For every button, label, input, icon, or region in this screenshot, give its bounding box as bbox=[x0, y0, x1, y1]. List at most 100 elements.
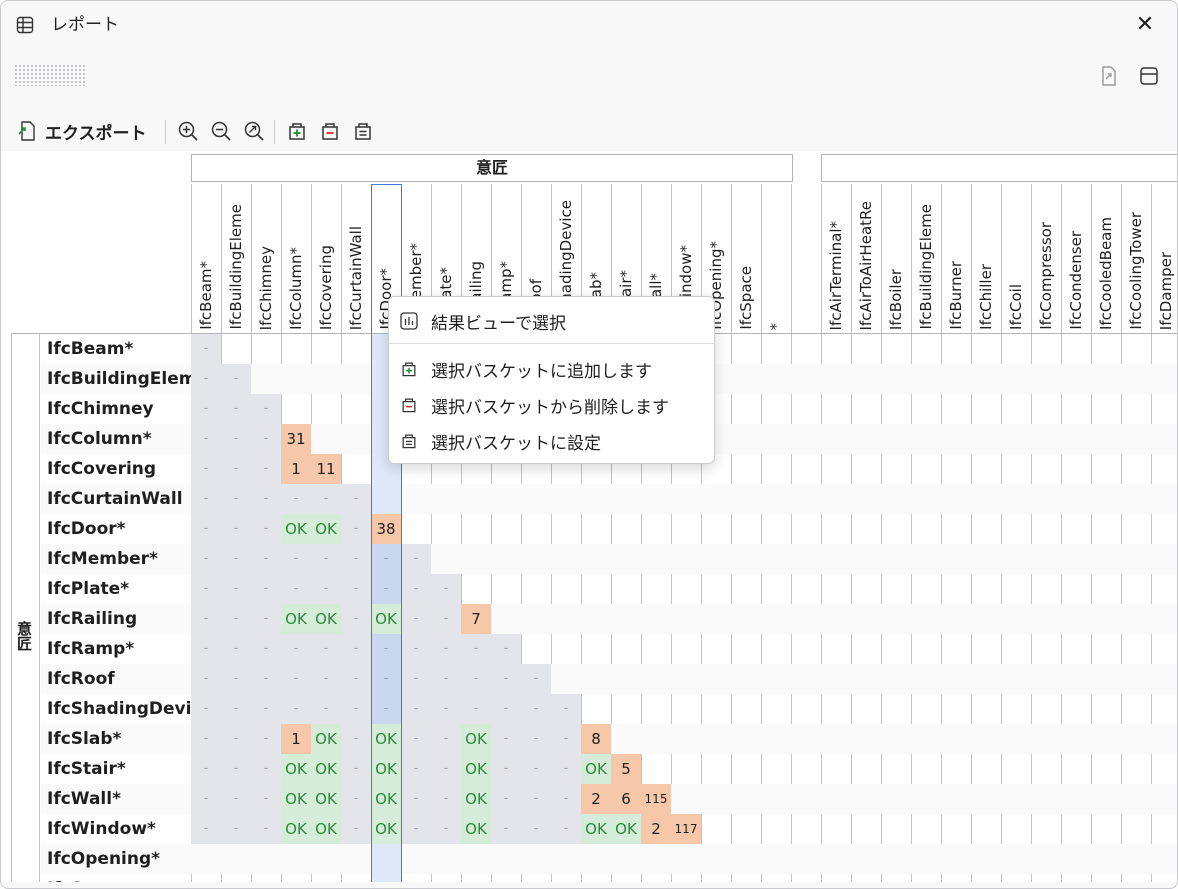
layout-icon[interactable] bbox=[1137, 64, 1161, 88]
matrix-cell[interactable]: 117 bbox=[671, 814, 701, 844]
matrix-cell[interactable]: - bbox=[491, 754, 521, 784]
matrix-cell[interactable]: - bbox=[221, 364, 251, 394]
row-header[interactable]: IfcWindow* bbox=[47, 819, 156, 839]
matrix-cell[interactable]: 2 bbox=[641, 814, 671, 844]
column-header[interactable]: IfcChimney bbox=[257, 245, 275, 330]
table-row[interactable]: IfcBeam* - bbox=[41, 334, 1177, 364]
menu-item-select-in-result-view[interactable]: 結果ビューで選択 bbox=[399, 304, 566, 338]
column-header[interactable]: * bbox=[767, 322, 785, 331]
table-row[interactable]: IfcSlab* - - -1 OK - OK - - OK - - -8 bbox=[41, 724, 1177, 754]
matrix-cell[interactable]: - bbox=[311, 694, 341, 724]
table-row[interactable]: IfcDoor* - - - OK OK -38 bbox=[41, 514, 1177, 544]
matrix-cell[interactable]: - bbox=[401, 754, 431, 784]
matrix-cell[interactable]: OK bbox=[371, 724, 401, 754]
row-header[interactable]: IfcCurtainWall bbox=[47, 489, 183, 509]
matrix-cell[interactable]: - bbox=[191, 424, 221, 454]
column-header[interactable]: IfcCooledBeam bbox=[1097, 216, 1115, 330]
export-doc-icon[interactable] bbox=[1097, 64, 1121, 88]
matrix-cell[interactable]: - bbox=[251, 544, 281, 574]
matrix-cell[interactable]: - bbox=[251, 454, 281, 484]
matrix-cell[interactable] bbox=[371, 874, 401, 882]
matrix-cell[interactable]: - bbox=[281, 634, 311, 664]
matrix-cell[interactable]: - bbox=[371, 694, 401, 724]
zoom-in-icon[interactable] bbox=[176, 119, 200, 143]
row-header[interactable]: IfcWall* bbox=[47, 789, 121, 809]
matrix-cell[interactable]: - bbox=[251, 724, 281, 754]
matrix-cell[interactable]: OK bbox=[371, 604, 401, 634]
matrix-cell[interactable]: - bbox=[341, 634, 371, 664]
matrix-cell[interactable]: - bbox=[431, 814, 461, 844]
matrix-cell[interactable]: 115 bbox=[641, 784, 671, 814]
matrix-cell[interactable]: - bbox=[251, 634, 281, 664]
matrix-cell[interactable]: 7 bbox=[461, 604, 491, 634]
export-button[interactable]: エクスポート bbox=[17, 119, 147, 144]
matrix-cell[interactable]: - bbox=[461, 694, 491, 724]
matrix-cell[interactable]: - bbox=[221, 574, 251, 604]
matrix-cell[interactable]: 5 bbox=[611, 754, 641, 784]
matrix-cell[interactable]: - bbox=[281, 544, 311, 574]
matrix-cell[interactable]: OK bbox=[461, 754, 491, 784]
row-header[interactable]: IfcMember* bbox=[47, 549, 158, 569]
row-header[interactable]: IfcPlate* bbox=[47, 579, 130, 599]
column-header[interactable]: IfcSpace bbox=[737, 266, 755, 330]
matrix-cell[interactable]: 1 bbox=[281, 724, 311, 754]
matrix-cell[interactable]: - bbox=[191, 724, 221, 754]
column-header[interactable]: IfcCondenser bbox=[1067, 231, 1085, 330]
matrix-cell[interactable]: - bbox=[221, 484, 251, 514]
matrix-cell[interactable]: - bbox=[401, 694, 431, 724]
matrix-cell[interactable]: - bbox=[311, 484, 341, 514]
matrix-cell[interactable]: 11 bbox=[311, 454, 341, 484]
table-row[interactable]: IfcSpace bbox=[41, 874, 1177, 882]
matrix-cell[interactable]: - bbox=[251, 574, 281, 604]
matrix-cell[interactable]: - bbox=[221, 514, 251, 544]
matrix-cell[interactable]: - bbox=[371, 664, 401, 694]
column-header[interactable]: IfcAirTerminal* bbox=[827, 220, 845, 330]
column-header[interactable]: IfcColumn* bbox=[287, 247, 305, 330]
matrix-cell[interactable]: - bbox=[191, 484, 221, 514]
matrix-cell[interactable]: - bbox=[521, 694, 551, 724]
zoom-out-icon[interactable] bbox=[209, 119, 233, 143]
matrix-cell[interactable]: - bbox=[461, 664, 491, 694]
column-header[interactable]: IfcCompressor bbox=[1037, 222, 1055, 330]
matrix-cell[interactable]: - bbox=[431, 784, 461, 814]
matrix-cell[interactable]: - bbox=[281, 574, 311, 604]
matrix-cell[interactable]: OK bbox=[371, 754, 401, 784]
table-row[interactable]: IfcCovering - - -1 11 bbox=[41, 454, 1177, 484]
matrix-cell[interactable]: OK bbox=[281, 754, 311, 784]
row-header[interactable]: IfcSpace bbox=[47, 874, 195, 882]
matrix-cell[interactable]: - bbox=[191, 754, 221, 784]
table-row[interactable]: IfcShadingDevice------------- bbox=[41, 694, 1177, 724]
matrix-cell[interactable]: - bbox=[251, 784, 281, 814]
menu-item-add-to-basket[interactable]: 選択バスケットに追加します bbox=[399, 352, 652, 386]
matrix-cell[interactable]: - bbox=[401, 544, 431, 574]
matrix-cell[interactable]: - bbox=[191, 814, 221, 844]
close-button[interactable]: ✕ bbox=[1135, 12, 1155, 37]
column-group-header[interactable]: 意匠 bbox=[191, 154, 793, 182]
matrix-cell[interactable]: - bbox=[341, 544, 371, 574]
menu-item-set-basket[interactable]: 選択バスケットに設定 bbox=[399, 424, 601, 458]
matrix-cell[interactable]: OK bbox=[281, 514, 311, 544]
table-row[interactable]: IfcStair* - - - OK OK - OK - - OK - - - OK 5 bbox=[41, 754, 1177, 784]
matrix-cell[interactable]: - bbox=[401, 574, 431, 604]
matrix-cell[interactable]: - bbox=[491, 634, 521, 664]
matrix-cell[interactable]: - bbox=[221, 664, 251, 694]
matrix-cell[interactable]: - bbox=[431, 664, 461, 694]
matrix-cell[interactable]: OK bbox=[311, 814, 341, 844]
matrix-cell[interactable]: - bbox=[191, 394, 221, 424]
row-header[interactable]: IfcBuildingEleme bbox=[47, 369, 195, 389]
matrix-cell[interactable]: - bbox=[521, 754, 551, 784]
matrix-cell[interactable]: - bbox=[251, 424, 281, 454]
matrix-cell[interactable]: - bbox=[251, 754, 281, 784]
matrix-cell[interactable]: - bbox=[491, 724, 521, 754]
column-header[interactable]: IfcChiller bbox=[977, 264, 995, 330]
matrix-cell[interactable]: - bbox=[281, 694, 311, 724]
matrix-cell[interactable]: OK bbox=[461, 814, 491, 844]
matrix-cell[interactable]: - bbox=[401, 784, 431, 814]
matrix-cell[interactable]: OK bbox=[581, 814, 611, 844]
column-header[interactable]: IfcDamper bbox=[1157, 251, 1175, 330]
matrix-cell[interactable] bbox=[371, 484, 401, 514]
matrix-cell[interactable]: - bbox=[341, 664, 371, 694]
row-header[interactable]: IfcChimney bbox=[47, 399, 154, 419]
matrix-cell[interactable]: - bbox=[221, 754, 251, 784]
matrix-cell[interactable]: 38 bbox=[371, 514, 401, 544]
